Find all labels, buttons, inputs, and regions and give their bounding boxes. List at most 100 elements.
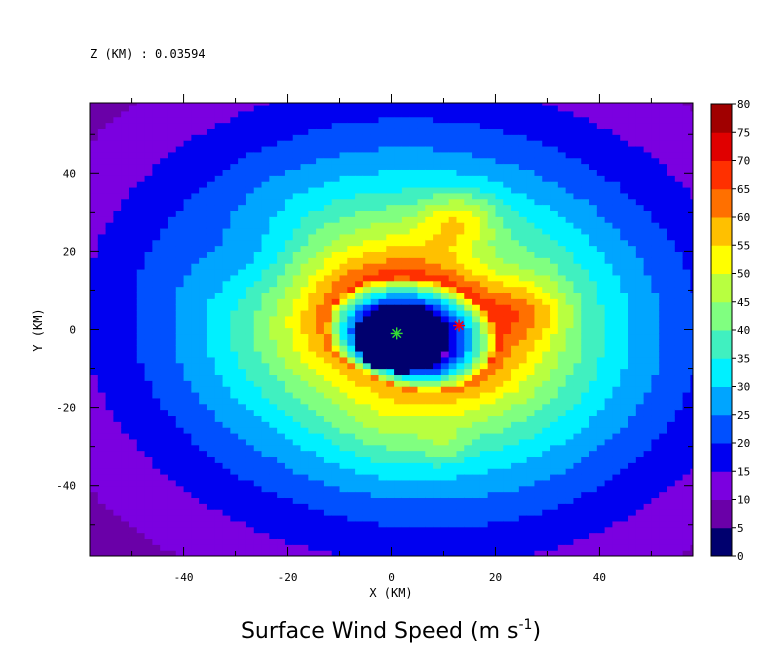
field-cell: [534, 286, 543, 293]
field-cell: [136, 128, 146, 135]
field-cell: [448, 274, 458, 282]
field-cell: [456, 110, 465, 118]
field-cell: [300, 509, 309, 516]
field-cell: [284, 163, 294, 170]
field-cell: [277, 274, 286, 282]
field-cell: [331, 473, 341, 481]
field-cell: [160, 503, 169, 510]
field-cell: [425, 374, 434, 381]
field-cell: [581, 157, 590, 165]
field-cell: [277, 473, 286, 481]
field-cell: [362, 397, 372, 405]
field-cell: [573, 427, 582, 434]
field-cell: [277, 210, 286, 217]
field-cell: [409, 432, 419, 440]
field-cell: [472, 345, 481, 352]
field-cell: [573, 509, 582, 516]
field-cell: [542, 227, 551, 235]
field-cell: [136, 245, 146, 252]
field-cell: [448, 374, 458, 381]
field-cell: [331, 497, 341, 504]
field-cell: [199, 239, 208, 247]
field-cell: [175, 222, 185, 229]
field-cell: [472, 186, 481, 194]
field-cell: [261, 456, 270, 463]
field-cell: [269, 175, 278, 182]
field-cell: [526, 128, 536, 135]
field-cell: [316, 397, 325, 405]
field-cell: [362, 327, 372, 335]
field-cell: [370, 192, 380, 200]
field-cell: [206, 181, 216, 188]
field-cell: [589, 538, 598, 545]
field-cell: [487, 368, 497, 376]
field-cell: [542, 192, 551, 200]
field-cell: [230, 409, 239, 417]
field-cell: [581, 116, 590, 124]
field-cell: [565, 192, 575, 200]
field-cell: [581, 134, 590, 141]
field-cell: [300, 485, 309, 493]
field-cell: [206, 286, 216, 293]
field-cell: [144, 134, 153, 141]
field-cell: [97, 421, 107, 428]
field-cell: [409, 509, 419, 516]
field-cell: [440, 263, 450, 270]
field-cell: [479, 415, 489, 422]
field-cell: [401, 110, 411, 118]
field-cell: [206, 216, 216, 223]
field-cell: [448, 520, 458, 528]
field-cell: [487, 397, 497, 405]
field-cell: [308, 134, 317, 141]
field-cell: [347, 122, 356, 129]
field-cell: [401, 315, 411, 323]
field-cell: [269, 157, 278, 165]
field-cell: [479, 380, 489, 387]
field-cell: [199, 403, 208, 411]
field-cell: [316, 263, 325, 270]
field-cell: [557, 409, 567, 417]
field-cell: [323, 456, 333, 463]
field-cell: [534, 473, 543, 481]
field-cell: [128, 145, 138, 153]
field-cell: [355, 204, 364, 211]
field-cell: [550, 140, 559, 147]
field-cell: [573, 145, 582, 153]
field-cell: [557, 227, 567, 235]
field-cell: [238, 239, 247, 247]
field-cell: [214, 415, 224, 422]
field-cell: [144, 391, 153, 399]
field-cell: [183, 239, 192, 247]
field-cell: [347, 544, 356, 551]
field-cell: [417, 356, 426, 364]
field-cell: [292, 339, 302, 346]
field-cell: [136, 438, 146, 446]
field-cell: [581, 309, 590, 317]
field-cell: [183, 345, 192, 352]
field-cell: [261, 327, 270, 335]
field-cell: [128, 169, 138, 176]
field-cell: [214, 134, 224, 141]
field-cell: [526, 327, 536, 335]
field-cell: [222, 368, 231, 376]
field-cell: [370, 520, 380, 528]
field-cell: [339, 103, 348, 106]
field-cell: [433, 450, 442, 458]
field-cell: [394, 550, 403, 556]
field-cell: [394, 227, 403, 235]
field-cell: [245, 438, 255, 446]
field-cell: [479, 128, 489, 135]
field-cell: [144, 169, 153, 176]
field-cell: [347, 450, 356, 458]
field-cell: [487, 128, 497, 135]
field-cell: [206, 456, 216, 463]
field-cell: [144, 374, 153, 381]
field-cell: [284, 386, 294, 393]
field-cell: [573, 515, 582, 522]
field-cell: [90, 239, 99, 247]
field-cell: [526, 520, 536, 528]
field-cell: [316, 520, 325, 528]
field-cell: [316, 104, 325, 112]
field-cell: [245, 538, 255, 545]
field-cell: [167, 374, 177, 381]
